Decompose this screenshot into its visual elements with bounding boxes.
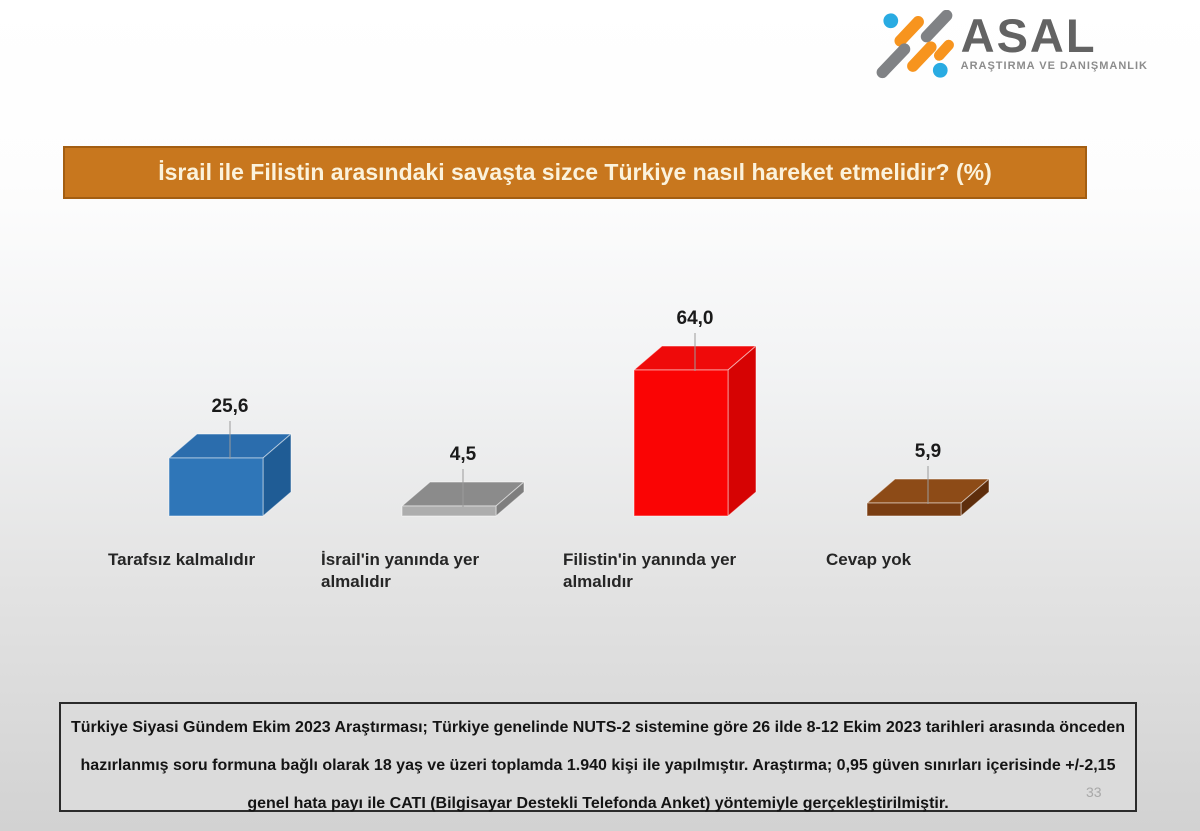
bar-2-side-face [727,345,757,517]
methodology-line-1: Türkiye Siyasi Gündem Ekim 2023 Araştırm… [70,719,1126,736]
methodology-line-2: hazırlanmış soru formuna bağlı olarak 18… [80,757,1116,774]
asal-logo: ASAL ARAŞTIRMA VE DANIŞMANLIK [875,10,1148,80]
asal-logo-text: ASAL ARAŞTIRMA VE DANIŞMANLIK [960,9,1148,73]
methodology-box: Türkiye Siyasi Gündem Ekim 2023 Araştırm… [59,702,1137,812]
bar-0-front-face [168,457,264,517]
question-title: İsrail ile Filistin arasındaki savaşta s… [158,159,992,185]
methodology-line-3: genel hata payı ile CATI (Bilgisayar Des… [247,795,949,812]
asal-logo-icon [876,10,954,79]
logo-subtitle: ARAŞTIRMA VE DANIŞMANLIK [960,60,1148,72]
logo-wordmark: ASAL [960,9,1097,62]
bar-1-front-face [401,505,497,517]
page-number: 33 [1086,784,1102,800]
question-title-banner: İsrail ile Filistin arasındaki savaşta s… [63,146,1087,199]
bar-2-front-face [633,369,729,517]
bar-3-front-face [866,502,962,517]
